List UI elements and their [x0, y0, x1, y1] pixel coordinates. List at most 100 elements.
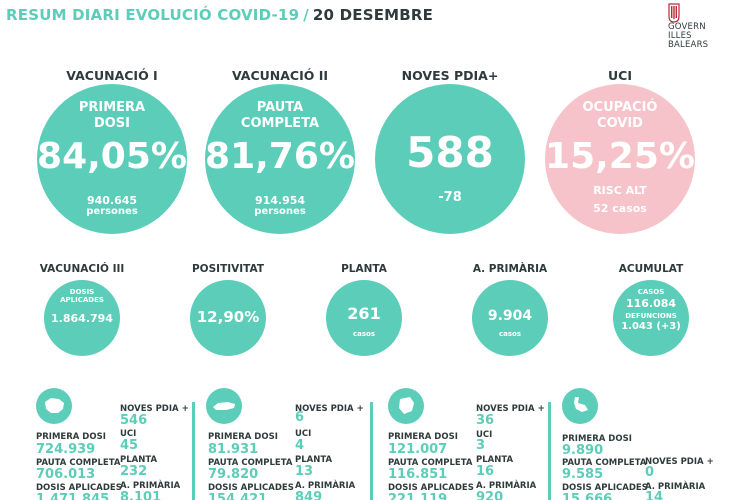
formentera-dosis: 15.666: [562, 492, 613, 500]
menorca-ap-label: A. PRIMÀRIA: [295, 481, 356, 491]
vac3-top2: APLICADES: [60, 296, 104, 304]
divider-2: [370, 402, 373, 500]
mallorca-uci: 45: [120, 438, 139, 453]
a-primaria-sub: casos: [498, 330, 521, 338]
title-date: 20 DESEMBRE: [312, 6, 434, 24]
mallorca-dosis-label: DOSIS APLICADES: [36, 483, 122, 493]
vac1-top2: DOSI: [93, 116, 131, 131]
eivissa-dosis-label: DOSIS APLICADES: [388, 483, 474, 493]
formentera-noves: 0: [645, 465, 655, 480]
formentera-dosis-label: DOSIS APLICADES: [562, 483, 648, 493]
label-vacunacio-2: VACUNACIÓ II: [231, 68, 329, 83]
title-text: RESUM DIARI EVOLUCIÓ COVID-19: [6, 6, 300, 24]
circle-noves-pdia: 588 -78: [375, 84, 525, 234]
label-uci: UCI: [608, 68, 632, 83]
mallorca-pauta-label: PAUTA COMPLETA: [36, 458, 121, 468]
menorca-noves: 6: [295, 410, 305, 425]
mallorca-primera: 724.939: [36, 442, 96, 457]
eivissa-pauta: 116.851: [388, 467, 448, 482]
eivissa-planta: 16: [476, 464, 495, 479]
divider-1: [192, 402, 195, 500]
menorca-primera: 81.931: [208, 442, 259, 457]
mallorca-dosis: 1.471.845: [36, 492, 110, 500]
circle-uci: OCUPACIÓ COVID 15,25% RISC ALT 52 casos: [545, 84, 695, 234]
logo-line-2: ILLES: [668, 31, 692, 41]
mallorca-noves: 546: [120, 413, 148, 428]
menorca-pauta: 79.820: [208, 467, 259, 482]
mallorca-primera-label: PRIMERA DOSI: [36, 432, 106, 442]
eivissa-icon: [388, 388, 424, 424]
govern-logo: GOVERN ILLES BALEARS: [668, 3, 726, 50]
logo-line-3: BALEARS: [668, 40, 709, 50]
uci-top2: COVID: [597, 116, 643, 131]
menorca-icon: [206, 388, 242, 424]
menorca-ap: 849: [295, 490, 323, 500]
formentera-pauta-label: PAUTA COMPLETA: [562, 458, 647, 468]
vac2-value: 81,76%: [205, 136, 355, 177]
circle-positivitat: 12,90%: [190, 280, 266, 356]
noves-value: 588: [406, 128, 494, 177]
acumulat-casos-value: 116.084: [625, 297, 677, 310]
uci-value: 15,25%: [545, 136, 695, 177]
a-primaria-value: 9.904: [487, 308, 533, 324]
eivissa-planta-label: PLANTA: [476, 455, 514, 465]
menorca-dosis: 154.421: [208, 492, 268, 500]
vac2-top2: COMPLETA: [240, 116, 320, 131]
uci-cases: 52 casos: [593, 202, 647, 215]
vac3-top1: DOSIS: [69, 288, 95, 296]
page-title: RESUM DIARI EVOLUCIÓ COVID-19/20 DESEMBR…: [6, 6, 433, 24]
logo-line-1: GOVERN: [668, 22, 706, 32]
label-positivitat: POSITIVITAT: [191, 263, 264, 275]
circle-vacunacio-3: DOSIS APLICADES 1.864.794: [44, 280, 120, 356]
eivissa-ap-label: A. PRIMÀRIA: [476, 481, 537, 491]
vac2-top1: PAUTA: [256, 100, 304, 115]
mallorca-pauta: 706.013: [36, 467, 96, 482]
mallorca-ap-label: A. PRIMÀRIA: [120, 481, 181, 491]
vac1-sub1: 940.645: [86, 194, 138, 207]
eivissa-primera-label: PRIMERA DOSI: [388, 432, 458, 442]
mallorca-uci-label: UCI: [120, 429, 137, 439]
label-acumulat: ACUMULAT: [618, 263, 684, 275]
circle-vacunacio-1: PRIMERA DOSI 84,05% 940.645 persones: [37, 84, 187, 234]
label-vacunacio-1: VACUNACIÓ I: [66, 68, 158, 83]
acumulat-def-value: 1.043 (+3): [621, 321, 681, 332]
noves-delta: -78: [438, 190, 462, 205]
formentera-ap-label: A. PRIMÀRIA: [645, 482, 706, 492]
eivissa-noves: 36: [476, 413, 495, 428]
vac1-sub2: persones: [86, 206, 138, 217]
menorca-primera-label: PRIMERA DOSI: [208, 432, 278, 442]
acumulat-def-label: DEFUNCIONS: [625, 312, 677, 320]
circle-planta: 261 casos: [326, 280, 402, 356]
eivissa-uci: 3: [476, 438, 486, 453]
eivissa-uci-label: UCI: [476, 430, 493, 440]
vac2-sub2: persones: [254, 206, 306, 217]
circle-acumulat: CASOS 116.084 DEFUNCIONS 1.043 (+3): [613, 280, 689, 356]
formentera-ap: 14: [645, 490, 664, 500]
menorca-planta: 13: [295, 464, 314, 479]
positivitat-value: 12,90%: [196, 308, 260, 326]
vac1-top1: PRIMERA: [78, 100, 146, 115]
vac2-sub1: 914.954: [254, 194, 306, 207]
menorca-noves-label: NOVES PDIA +: [295, 404, 364, 414]
menorca-dosis-label: DOSIS APLICADES: [208, 483, 294, 493]
mallorca-ap: 8.101: [120, 490, 162, 500]
menorca-planta-label: PLANTA: [295, 455, 333, 465]
label-vacunacio-3: VACUNACIÓ III: [39, 263, 125, 275]
eivissa-pauta-label: PAUTA COMPLETA: [388, 458, 473, 468]
eivissa-dosis: 221.119: [388, 492, 448, 500]
formentera-primera-label: PRIMERA DOSI: [562, 434, 632, 444]
label-noves-pdia: NOVES PDIA+: [401, 68, 499, 83]
mallorca-icon: [36, 388, 72, 424]
mallorca-planta: 232: [120, 464, 148, 479]
divider-3: [548, 402, 551, 500]
mallorca-noves-label: NOVES PDIA +: [120, 404, 189, 414]
acumulat-casos-label: CASOS: [637, 288, 665, 296]
coat-of-arms-icon: [668, 3, 680, 23]
uci-top1: OCUPACIÓ: [582, 100, 658, 115]
uci-risk: RISC ALT: [593, 184, 647, 197]
label-planta: PLANTA: [341, 263, 387, 275]
menorca-uci-label: UCI: [295, 429, 312, 439]
mallorca-planta-label: PLANTA: [120, 455, 158, 465]
formentera-primera: 9.890: [562, 443, 604, 458]
vac3-value: 1.864.794: [51, 312, 113, 325]
